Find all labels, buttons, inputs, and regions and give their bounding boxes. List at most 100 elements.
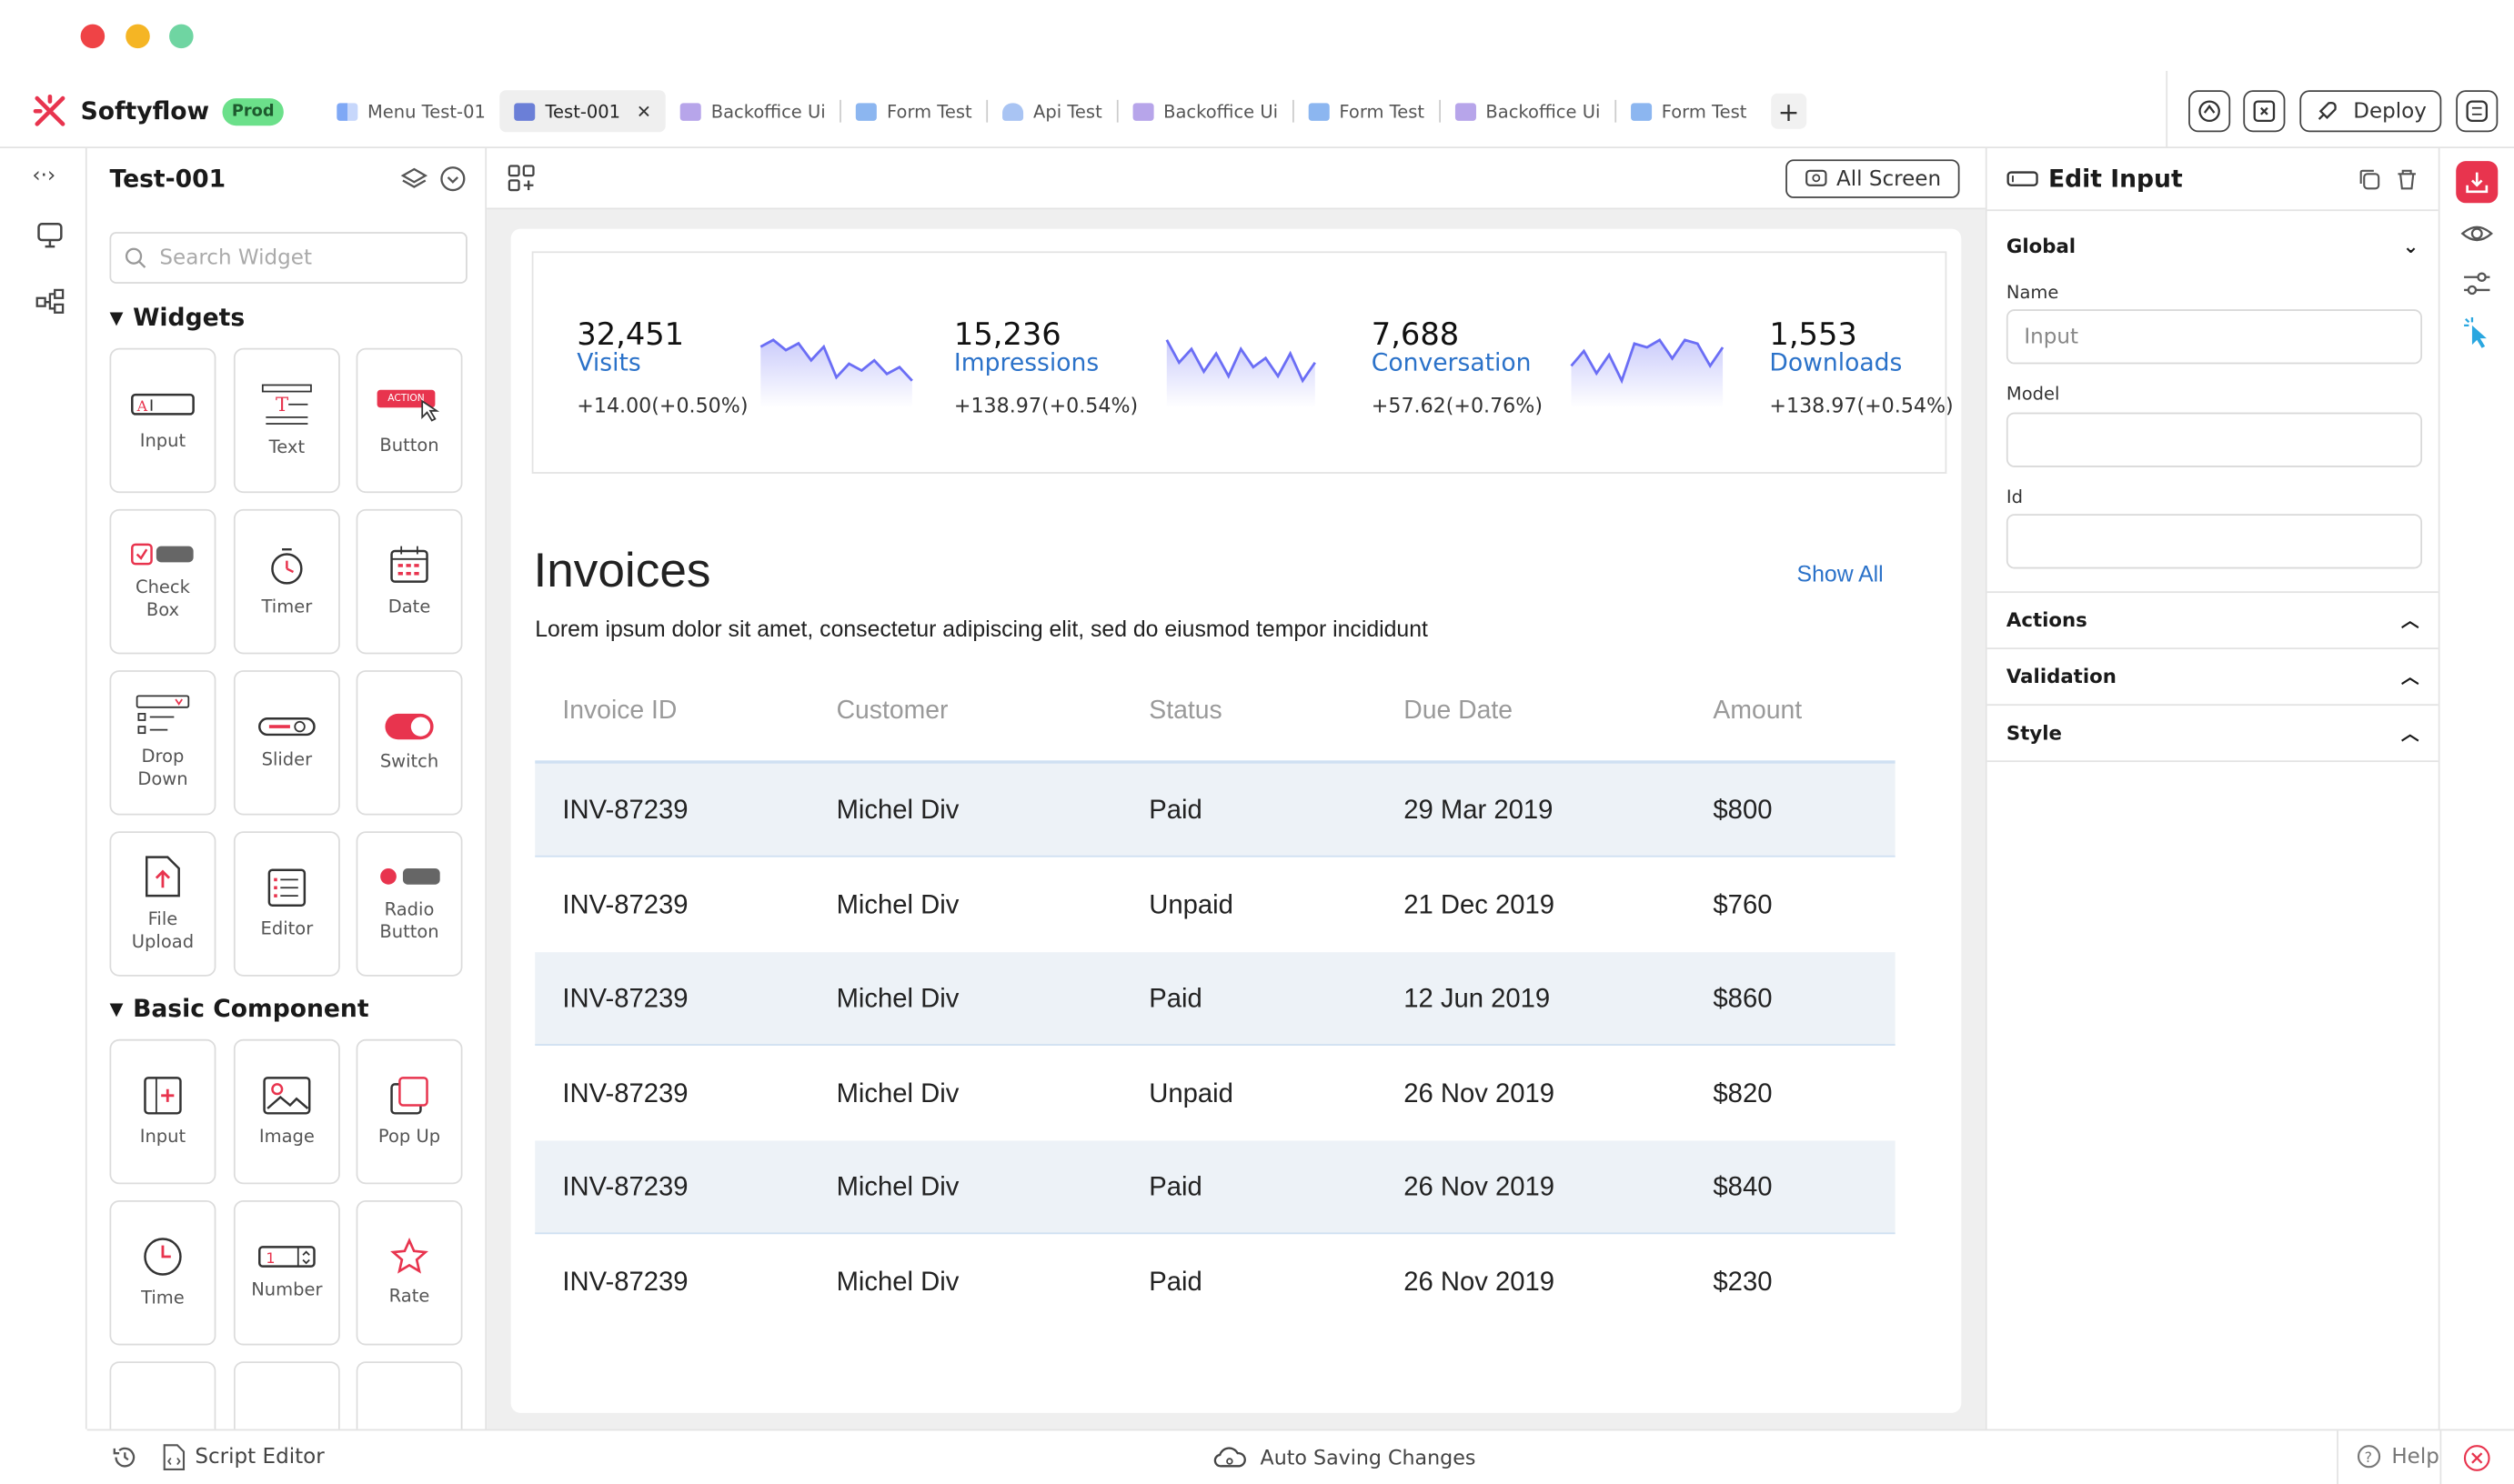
- cell-invoice-id: INV-87239: [562, 796, 689, 826]
- tab-backoffice-ui[interactable]: Backoffice Ui: [666, 90, 840, 132]
- tab-form-test-3[interactable]: Form Test: [1616, 90, 1761, 132]
- table-row[interactable]: INV-87239 Michel Div Unpaid 26 Nov 2019 $820: [535, 1048, 1895, 1141]
- tile-label: Time: [141, 1287, 185, 1309]
- tab-backoffice-ui-3[interactable]: Backoffice Ui: [1441, 90, 1615, 132]
- stat-visits: 32,451 Visits +14.00(+0.50%): [577, 317, 748, 417]
- stat-change: +14.00(+0.50%): [577, 393, 749, 417]
- widget-timer[interactable]: Timer: [233, 508, 340, 655]
- eye-icon[interactable]: [2460, 221, 2493, 246]
- add-widget-grid-icon[interactable]: [508, 165, 537, 194]
- basic-time[interactable]: Time: [109, 1199, 216, 1346]
- pointer-click-icon[interactable]: [2462, 317, 2491, 349]
- search-widget-input[interactable]: Search Widget: [109, 232, 468, 284]
- clock-icon: [144, 1237, 182, 1276]
- basic-image[interactable]: Image: [233, 1038, 340, 1185]
- close-icon[interactable]: ✕: [636, 100, 652, 122]
- table-row[interactable]: INV-87239 Michel Div Paid 26 Nov 2019 $840: [535, 1140, 1896, 1235]
- stat-change: +57.62(+0.76%): [1371, 393, 1543, 417]
- layers-icon[interactable]: [399, 165, 428, 194]
- tab-test-001[interactable]: Test-001 ✕: [499, 90, 667, 133]
- brand-badge-icon[interactable]: [2462, 1444, 2491, 1473]
- monitor-icon[interactable]: [35, 221, 65, 250]
- widget-date[interactable]: Date: [356, 508, 463, 655]
- sparkline-conversation: [1570, 337, 1725, 408]
- widget-file-upload[interactable]: File Upload: [109, 831, 216, 977]
- all-screen-button[interactable]: All Screen: [1785, 159, 1960, 198]
- table-row[interactable]: INV-87239 Michel Div Paid 12 Jun 2019 $860: [535, 952, 1896, 1046]
- id-field[interactable]: [2006, 514, 2423, 569]
- stat-impressions: 15,236 Impressions +138.97(+0.54%): [954, 317, 1138, 417]
- trash-icon[interactable]: [2395, 167, 2419, 192]
- copy-icon[interactable]: [2358, 167, 2382, 192]
- widget-check-box[interactable]: Check Box: [109, 508, 216, 655]
- tab-api-test[interactable]: Api Test: [988, 90, 1116, 132]
- window-close-button[interactable]: [80, 24, 106, 49]
- star-icon: [390, 1237, 428, 1274]
- tab-label: Backoffice Ui: [710, 100, 826, 122]
- cell-customer: Michel Div: [836, 1268, 960, 1298]
- chevron-up-icon: ︿: [2400, 723, 2419, 745]
- basic-rate[interactable]: Rate: [356, 1199, 463, 1346]
- preview-button[interactable]: [2188, 90, 2231, 133]
- invoices-title: Invoices: [533, 544, 711, 598]
- deploy-button[interactable]: Deploy: [2299, 90, 2442, 133]
- basic-number[interactable]: 1 Number: [233, 1199, 340, 1346]
- tab-divider: [1614, 99, 1617, 123]
- window-minimize-button[interactable]: [126, 24, 150, 49]
- settings-button[interactable]: [2456, 90, 2499, 133]
- tab-form-test-2[interactable]: Form Test: [1294, 90, 1439, 132]
- widget-drop-down[interactable]: Drop Down: [109, 670, 216, 816]
- svg-text:T: T: [276, 394, 288, 416]
- app-name: Softyflow: [80, 96, 210, 126]
- global-section-header[interactable]: Global ⌄: [1987, 217, 2439, 274]
- basic-section-header[interactable]: ▼ Basic Component: [109, 994, 368, 1023]
- tab-form-test[interactable]: Form Test: [841, 90, 986, 132]
- plus-icon: +: [1777, 95, 1800, 127]
- chevron-circle-icon[interactable]: [438, 165, 468, 194]
- style-section-header[interactable]: Style ︿: [1986, 706, 2439, 763]
- cursor-icon: [421, 399, 440, 422]
- window-maximize-button[interactable]: [169, 24, 194, 49]
- tab-divider: [1292, 99, 1294, 123]
- divider: [2337, 1430, 2338, 1484]
- table-row[interactable]: INV-87239 Michel Div Unpaid 21 Dec 2019 $760: [535, 858, 1895, 952]
- name-field[interactable]: Input: [2006, 309, 2423, 365]
- widget-input[interactable]: A Input: [109, 347, 216, 494]
- save-button[interactable]: [2456, 161, 2499, 204]
- help-button[interactable]: ? Help: [2356, 1444, 2439, 1469]
- widget-switch[interactable]: Switch: [356, 670, 463, 816]
- show-all-link[interactable]: Show All: [1796, 560, 1884, 587]
- cell-invoice-id: INV-87239: [562, 1268, 689, 1298]
- cell-due-date: 26 Nov 2019: [1403, 1079, 1555, 1108]
- table-row[interactable]: INV-87239 Michel Div Paid 26 Nov 2019 $230: [535, 1236, 1895, 1329]
- sparkline-area: [760, 339, 912, 408]
- workflow-icon[interactable]: [35, 286, 65, 316]
- history-icon[interactable]: [111, 1444, 138, 1471]
- script-editor-button[interactable]: Script Editor: [163, 1444, 325, 1471]
- code-button[interactable]: [2243, 90, 2286, 133]
- widget-button[interactable]: ACTION Button: [356, 347, 463, 494]
- tile-label: Slider: [261, 748, 313, 770]
- sliders-icon[interactable]: [2461, 269, 2493, 298]
- widget-editor[interactable]: Editor: [233, 831, 340, 977]
- widget-slider[interactable]: Slider: [233, 670, 340, 816]
- basic-tile-partial[interactable]: [233, 1361, 340, 1429]
- col-status: Status: [1149, 697, 1222, 726]
- validation-section-header[interactable]: Validation ︿: [1986, 649, 2439, 707]
- basic-tile-partial[interactable]: [109, 1361, 216, 1429]
- tile-label: File Upload: [131, 907, 195, 953]
- widgets-section-header[interactable]: ▼ Widgets: [109, 303, 245, 332]
- cell-customer: Michel Div: [836, 984, 960, 1014]
- add-tab-button[interactable]: +: [1770, 93, 1806, 129]
- actions-section-header[interactable]: Actions ︿: [1986, 593, 2439, 650]
- widget-text[interactable]: T Text: [233, 347, 340, 494]
- tab-menu-test[interactable]: Menu Test-01: [322, 90, 499, 132]
- basic-tile-partial[interactable]: [356, 1361, 463, 1429]
- widget-radio-button[interactable]: Radio Button: [356, 831, 463, 977]
- tab-backoffice-ui-2[interactable]: Backoffice Ui: [1118, 90, 1292, 132]
- model-field[interactable]: [2006, 412, 2423, 467]
- table-row[interactable]: INV-87239 Michel Div Paid 29 Mar 2019 $800: [535, 763, 1896, 857]
- expand-icon[interactable]: ‹·›: [32, 164, 56, 189]
- basic-pop-up[interactable]: Pop Up: [356, 1038, 463, 1185]
- basic-input[interactable]: Input: [109, 1038, 216, 1185]
